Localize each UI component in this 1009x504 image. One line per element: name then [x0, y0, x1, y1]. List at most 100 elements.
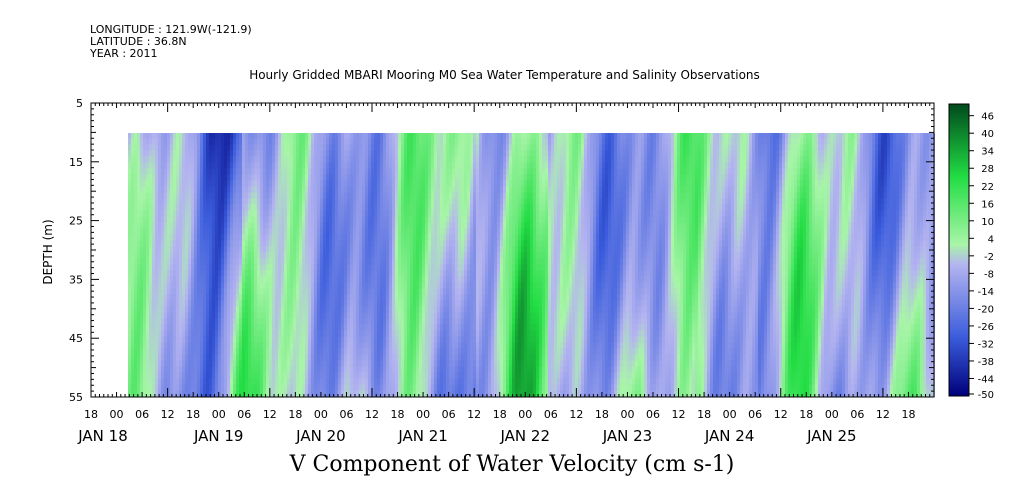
heatmap-cell — [458, 258, 462, 265]
heatmap-cell — [353, 270, 357, 277]
heatmap-cell — [374, 324, 378, 331]
heatmap-cell — [404, 318, 408, 325]
heatmap-cell — [293, 264, 297, 271]
heatmap-cell — [236, 378, 240, 385]
heatmap-cell — [248, 228, 252, 235]
heatmap-cell — [431, 228, 435, 235]
heatmap-cell — [389, 222, 393, 229]
heatmap-cell — [257, 186, 261, 193]
heatmap-cell — [317, 144, 321, 151]
heatmap-cell — [173, 288, 177, 295]
heatmap-cell — [449, 192, 453, 199]
heatmap-cell — [350, 348, 354, 355]
heatmap-cell — [428, 270, 432, 277]
heatmap-cell — [293, 138, 297, 145]
heatmap-cell — [131, 204, 135, 211]
heatmap-cell — [440, 222, 444, 229]
heatmap-cell — [254, 186, 258, 193]
heatmap-cell — [146, 204, 150, 211]
heatmap-cell — [236, 348, 240, 355]
heatmap-cell — [389, 318, 393, 325]
heatmap-cell — [320, 246, 324, 253]
heatmap-cell — [404, 138, 408, 145]
heatmap-cell — [245, 390, 249, 397]
heatmap-cell — [365, 180, 369, 187]
heatmap-cell — [293, 150, 297, 157]
heatmap-cell — [434, 210, 438, 217]
heatmap-cell — [206, 168, 210, 175]
heatmap-cell — [341, 246, 345, 253]
heatmap-cell — [290, 276, 294, 283]
heatmap-cell — [149, 342, 153, 349]
heatmap-cell — [341, 330, 345, 337]
heatmap-cell — [299, 133, 303, 139]
heatmap-cell — [290, 330, 294, 337]
heatmap-cell — [131, 138, 135, 145]
heatmap-cell — [386, 312, 390, 319]
heatmap-cell — [344, 342, 348, 349]
heatmap-cell — [236, 336, 240, 343]
heatmap-cell — [212, 156, 216, 163]
heatmap-cell — [233, 378, 237, 385]
heatmap-cell — [365, 252, 369, 259]
heatmap-cell — [326, 162, 330, 169]
heatmap-cell — [380, 336, 384, 343]
heatmap-cell — [128, 324, 132, 331]
heatmap-cell — [320, 366, 324, 373]
heatmap-cell — [215, 312, 219, 319]
heatmap-cell — [230, 288, 234, 295]
heatmap-cell — [281, 180, 285, 187]
heatmap-cell — [167, 378, 171, 385]
heatmap-cell — [164, 252, 168, 259]
heatmap-cell — [413, 156, 417, 163]
heatmap-cell — [209, 372, 213, 379]
heatmap-cell — [149, 222, 153, 229]
heatmap-cell — [161, 390, 165, 397]
heatmap-cell — [311, 216, 315, 223]
heatmap-cell — [302, 222, 306, 229]
heatmap-cell — [260, 372, 264, 379]
heatmap-cell — [383, 198, 387, 205]
heatmap-cell — [242, 216, 246, 223]
heatmap-cell — [266, 312, 270, 319]
heatmap-cell — [176, 138, 180, 145]
heatmap-cell — [227, 234, 231, 241]
heatmap-cell — [185, 240, 189, 247]
heatmap-cell — [224, 354, 228, 361]
heatmap-cell — [371, 324, 375, 331]
heatmap-cell — [446, 168, 450, 175]
heatmap-cell — [440, 144, 444, 151]
heatmap-cell — [407, 216, 411, 223]
heatmap-cell — [242, 366, 246, 373]
heatmap-cell — [185, 258, 189, 265]
heatmap-cell — [305, 216, 309, 223]
heatmap-cell — [353, 133, 357, 139]
heatmap-cell — [440, 264, 444, 271]
heatmap-cell — [377, 138, 381, 145]
heatmap-cell — [239, 300, 243, 307]
heatmap-cell — [182, 360, 186, 367]
heatmap-cell — [311, 168, 315, 175]
heatmap-cell — [182, 174, 186, 181]
heatmap-cell — [170, 234, 174, 241]
heatmap-cell — [338, 360, 342, 367]
heatmap-cell — [377, 198, 381, 205]
heatmap-cell — [275, 330, 279, 337]
heatmap-cell — [188, 342, 192, 349]
heatmap-cell — [425, 246, 429, 253]
heatmap-cell — [428, 360, 432, 367]
heatmap-cell — [203, 234, 207, 241]
heatmap-cell — [326, 384, 330, 391]
heatmap-cell — [323, 360, 327, 367]
heatmap-cell — [254, 312, 258, 319]
heatmap-cell — [170, 348, 174, 355]
heatmap-cell — [326, 300, 330, 307]
heatmap-cell — [191, 204, 195, 211]
heatmap-cell — [287, 324, 291, 331]
heatmap-cell — [401, 144, 405, 151]
heatmap-cell — [242, 282, 246, 289]
heatmap-cell — [380, 228, 384, 235]
heatmap-cell — [440, 150, 444, 157]
heatmap-cell — [164, 324, 168, 331]
heatmap-cell — [137, 354, 141, 361]
